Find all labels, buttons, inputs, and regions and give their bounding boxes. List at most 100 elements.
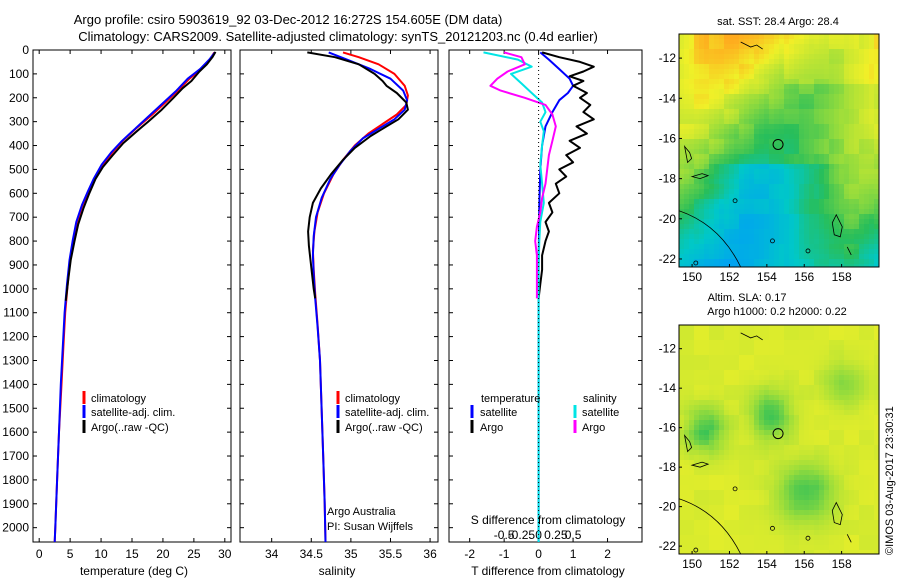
map-cell — [834, 370, 840, 376]
map-cell — [719, 254, 725, 260]
map-cell — [779, 345, 785, 351]
map-cell — [724, 154, 730, 160]
map-cell — [824, 385, 830, 391]
map-cell — [754, 450, 760, 456]
map-cell — [764, 530, 770, 536]
map-cell — [819, 455, 825, 461]
map-cell — [864, 219, 870, 225]
map-cell — [779, 330, 785, 336]
map-cell — [749, 94, 755, 100]
map-cell — [749, 79, 755, 85]
map-cell — [704, 264, 710, 267]
map-cell — [829, 169, 835, 175]
map-cell — [844, 249, 850, 255]
map-cell — [849, 470, 855, 476]
map-cell — [864, 520, 870, 526]
map-cell — [789, 129, 795, 135]
map-cell — [754, 79, 760, 85]
map-cell — [779, 79, 785, 85]
map-cell — [839, 325, 845, 331]
map-cell — [854, 214, 860, 220]
map-cell — [704, 340, 710, 346]
map-cell — [859, 415, 865, 421]
island-outline — [770, 525, 775, 531]
map-cell — [864, 234, 870, 240]
map-cell — [864, 345, 870, 351]
map-cell — [739, 99, 745, 105]
map-cell — [834, 430, 840, 436]
map-cell — [719, 154, 725, 160]
map-cell — [834, 259, 840, 265]
map-cell — [734, 335, 740, 341]
map-cell — [854, 425, 860, 431]
map-cell — [689, 490, 695, 496]
map-cell — [819, 435, 825, 441]
map-cell — [784, 465, 790, 471]
map-cell — [679, 500, 685, 506]
map-cell — [724, 485, 730, 491]
map-cell — [724, 490, 730, 496]
map-cell — [684, 119, 690, 125]
map-cell — [689, 244, 695, 250]
map-cell — [714, 390, 720, 396]
map-cell — [709, 335, 715, 341]
map-cell — [799, 505, 805, 511]
map-cell — [759, 54, 765, 60]
map-cell — [869, 330, 875, 336]
map-cell — [819, 134, 825, 140]
map-cell — [759, 485, 765, 491]
map-cell — [699, 89, 705, 95]
map-cell — [684, 530, 690, 536]
x-tick-label: 15 — [125, 547, 139, 561]
map-cell — [739, 109, 745, 115]
map-cell — [789, 89, 795, 95]
map-cell — [709, 79, 715, 85]
map-cell — [714, 400, 720, 406]
map-cell — [754, 335, 760, 341]
map-cell — [864, 59, 870, 65]
map-cell — [714, 209, 720, 215]
map-cell — [799, 104, 805, 110]
map-cell — [729, 239, 735, 245]
map-cell — [699, 500, 705, 506]
map-cell — [739, 59, 745, 65]
map-cell — [724, 350, 730, 356]
map-cell — [869, 249, 875, 255]
map-cell — [799, 179, 805, 185]
map-cell — [819, 189, 825, 195]
map-cell — [779, 455, 785, 461]
map-cell — [824, 254, 830, 260]
map-cell — [864, 390, 870, 396]
map-cell — [849, 335, 855, 341]
map-cell — [704, 430, 710, 436]
map-cell — [864, 154, 870, 160]
map-cell — [744, 184, 750, 190]
map-cell — [859, 500, 865, 506]
map-cell — [784, 214, 790, 220]
map-cell — [699, 375, 705, 381]
map-cell — [689, 224, 695, 230]
map-cell — [849, 224, 855, 230]
map-cell — [714, 425, 720, 431]
map-cell — [729, 520, 735, 526]
map-cell — [689, 400, 695, 406]
map-cell — [804, 545, 810, 551]
map-cell — [859, 129, 865, 135]
map-cell — [789, 330, 795, 336]
map-cell — [794, 485, 800, 491]
map-cell — [684, 264, 690, 267]
map-cell — [854, 535, 860, 541]
map-cell — [829, 380, 835, 386]
map-cell — [694, 194, 700, 200]
map-cell — [719, 360, 725, 366]
map-cell — [709, 345, 715, 351]
salinity-xlabel: salinity — [319, 564, 356, 578]
map-cell — [809, 244, 815, 250]
map-cell — [804, 44, 810, 50]
map-cell — [694, 405, 700, 411]
map-cell — [774, 149, 780, 155]
map-cell — [839, 134, 845, 140]
map-cell — [839, 154, 845, 160]
map-cell — [699, 264, 705, 267]
map-cell — [699, 520, 705, 526]
